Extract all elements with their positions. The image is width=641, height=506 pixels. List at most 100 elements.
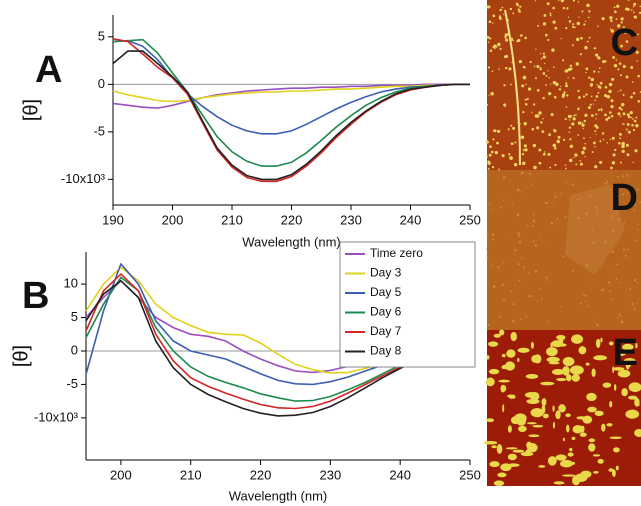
afm-dot xyxy=(553,128,555,131)
afm-dot xyxy=(490,92,494,96)
afm-dot xyxy=(616,176,619,179)
afm-blob xyxy=(493,480,505,487)
afm-dot xyxy=(583,119,587,123)
afm-dot xyxy=(584,294,587,297)
afm-dot xyxy=(533,65,536,68)
afm-blob xyxy=(558,343,567,347)
afm-dot xyxy=(633,308,637,311)
y-tick-label: -10x10³ xyxy=(61,171,106,186)
afm-blob xyxy=(612,367,625,371)
afm-blob xyxy=(501,364,508,370)
afm-dot xyxy=(536,126,540,130)
afm-dot xyxy=(546,2,550,6)
afm-dot xyxy=(620,161,622,164)
afm-blob xyxy=(510,331,518,342)
afm-blob xyxy=(501,353,506,358)
afm-dot xyxy=(512,204,514,206)
afm-dot xyxy=(620,320,624,324)
afm-dot xyxy=(582,212,584,214)
panel-label: B xyxy=(22,275,49,317)
afm-dot xyxy=(618,29,621,32)
afm-dot xyxy=(595,95,599,98)
afm-dot xyxy=(520,173,522,176)
afm-dot xyxy=(622,26,625,29)
afm-blob xyxy=(546,356,560,363)
afm-dot xyxy=(524,148,528,152)
x-axis-label: Wavelength (nm) xyxy=(229,488,328,503)
afm-dot xyxy=(486,248,488,250)
afm-dot xyxy=(577,216,580,220)
legend-label: Day 5 xyxy=(370,285,402,299)
afm-dot xyxy=(553,95,557,99)
afm-dot xyxy=(617,68,620,71)
afm-dot xyxy=(578,199,581,201)
afm-blob xyxy=(602,382,612,388)
afm-dot xyxy=(614,10,617,14)
patch xyxy=(565,185,625,275)
afm-dot xyxy=(502,176,505,179)
afm-dot xyxy=(574,26,576,29)
afm-dot xyxy=(549,83,552,85)
afm-blob xyxy=(634,428,641,437)
afm-dot xyxy=(508,260,510,262)
afm-dot xyxy=(637,74,640,78)
afm-dot xyxy=(590,84,593,87)
afm-dot xyxy=(492,22,494,24)
afm-dot xyxy=(593,141,596,145)
afm-dot xyxy=(594,124,598,128)
afm-dot xyxy=(628,295,630,297)
afm-dot xyxy=(512,39,515,42)
afm-blob xyxy=(593,470,599,474)
afm-dot xyxy=(633,306,635,308)
afm-dot xyxy=(504,36,507,39)
afm-blob xyxy=(558,404,566,413)
afm-dot xyxy=(547,320,550,323)
afm-dot xyxy=(554,195,557,198)
afm-blob xyxy=(525,373,539,379)
afm-dot xyxy=(621,102,625,107)
afm-dot xyxy=(613,64,618,68)
afm-blob xyxy=(562,366,570,376)
afm-dot xyxy=(491,70,494,73)
afm-dot xyxy=(519,191,522,193)
afm-dot xyxy=(590,95,593,98)
afm-dot xyxy=(563,91,566,94)
afm-blob xyxy=(499,329,505,336)
afm-dot xyxy=(594,165,598,169)
afm-dot xyxy=(615,59,618,61)
afm-dot xyxy=(581,121,584,124)
afm-dot xyxy=(624,254,627,257)
afm-blob xyxy=(608,341,614,346)
afm-dot xyxy=(582,95,586,98)
afm-dot xyxy=(492,129,495,132)
afm-blob xyxy=(526,398,540,404)
afm-dot xyxy=(626,174,629,177)
afm-blob xyxy=(483,441,498,445)
afm-dot xyxy=(497,129,501,133)
afm-dot xyxy=(565,181,567,184)
afm-dot xyxy=(630,95,633,99)
afm-dot xyxy=(617,112,621,116)
afm-dot xyxy=(609,111,612,114)
afm-dot xyxy=(553,66,555,68)
afm-blob xyxy=(555,410,561,420)
afm-dot xyxy=(626,113,630,117)
afm-blob xyxy=(608,468,614,472)
afm-dot xyxy=(548,243,550,245)
afm-dot xyxy=(617,90,619,93)
afm-dot xyxy=(579,159,582,162)
afm-blob xyxy=(634,397,640,407)
afm-dot xyxy=(606,180,609,183)
afm-dot xyxy=(520,257,523,260)
afm-dot xyxy=(577,121,582,125)
legend-label: Time zero xyxy=(370,246,423,260)
afm-dot xyxy=(636,60,638,62)
afm-dot xyxy=(529,60,532,64)
afm-blob xyxy=(538,465,546,468)
afm-dot xyxy=(609,16,613,20)
afm-dot xyxy=(593,70,596,73)
afm-dot xyxy=(566,251,569,254)
afm-dot xyxy=(524,273,526,275)
afm-dot xyxy=(633,2,637,6)
afm-dot xyxy=(560,193,562,195)
